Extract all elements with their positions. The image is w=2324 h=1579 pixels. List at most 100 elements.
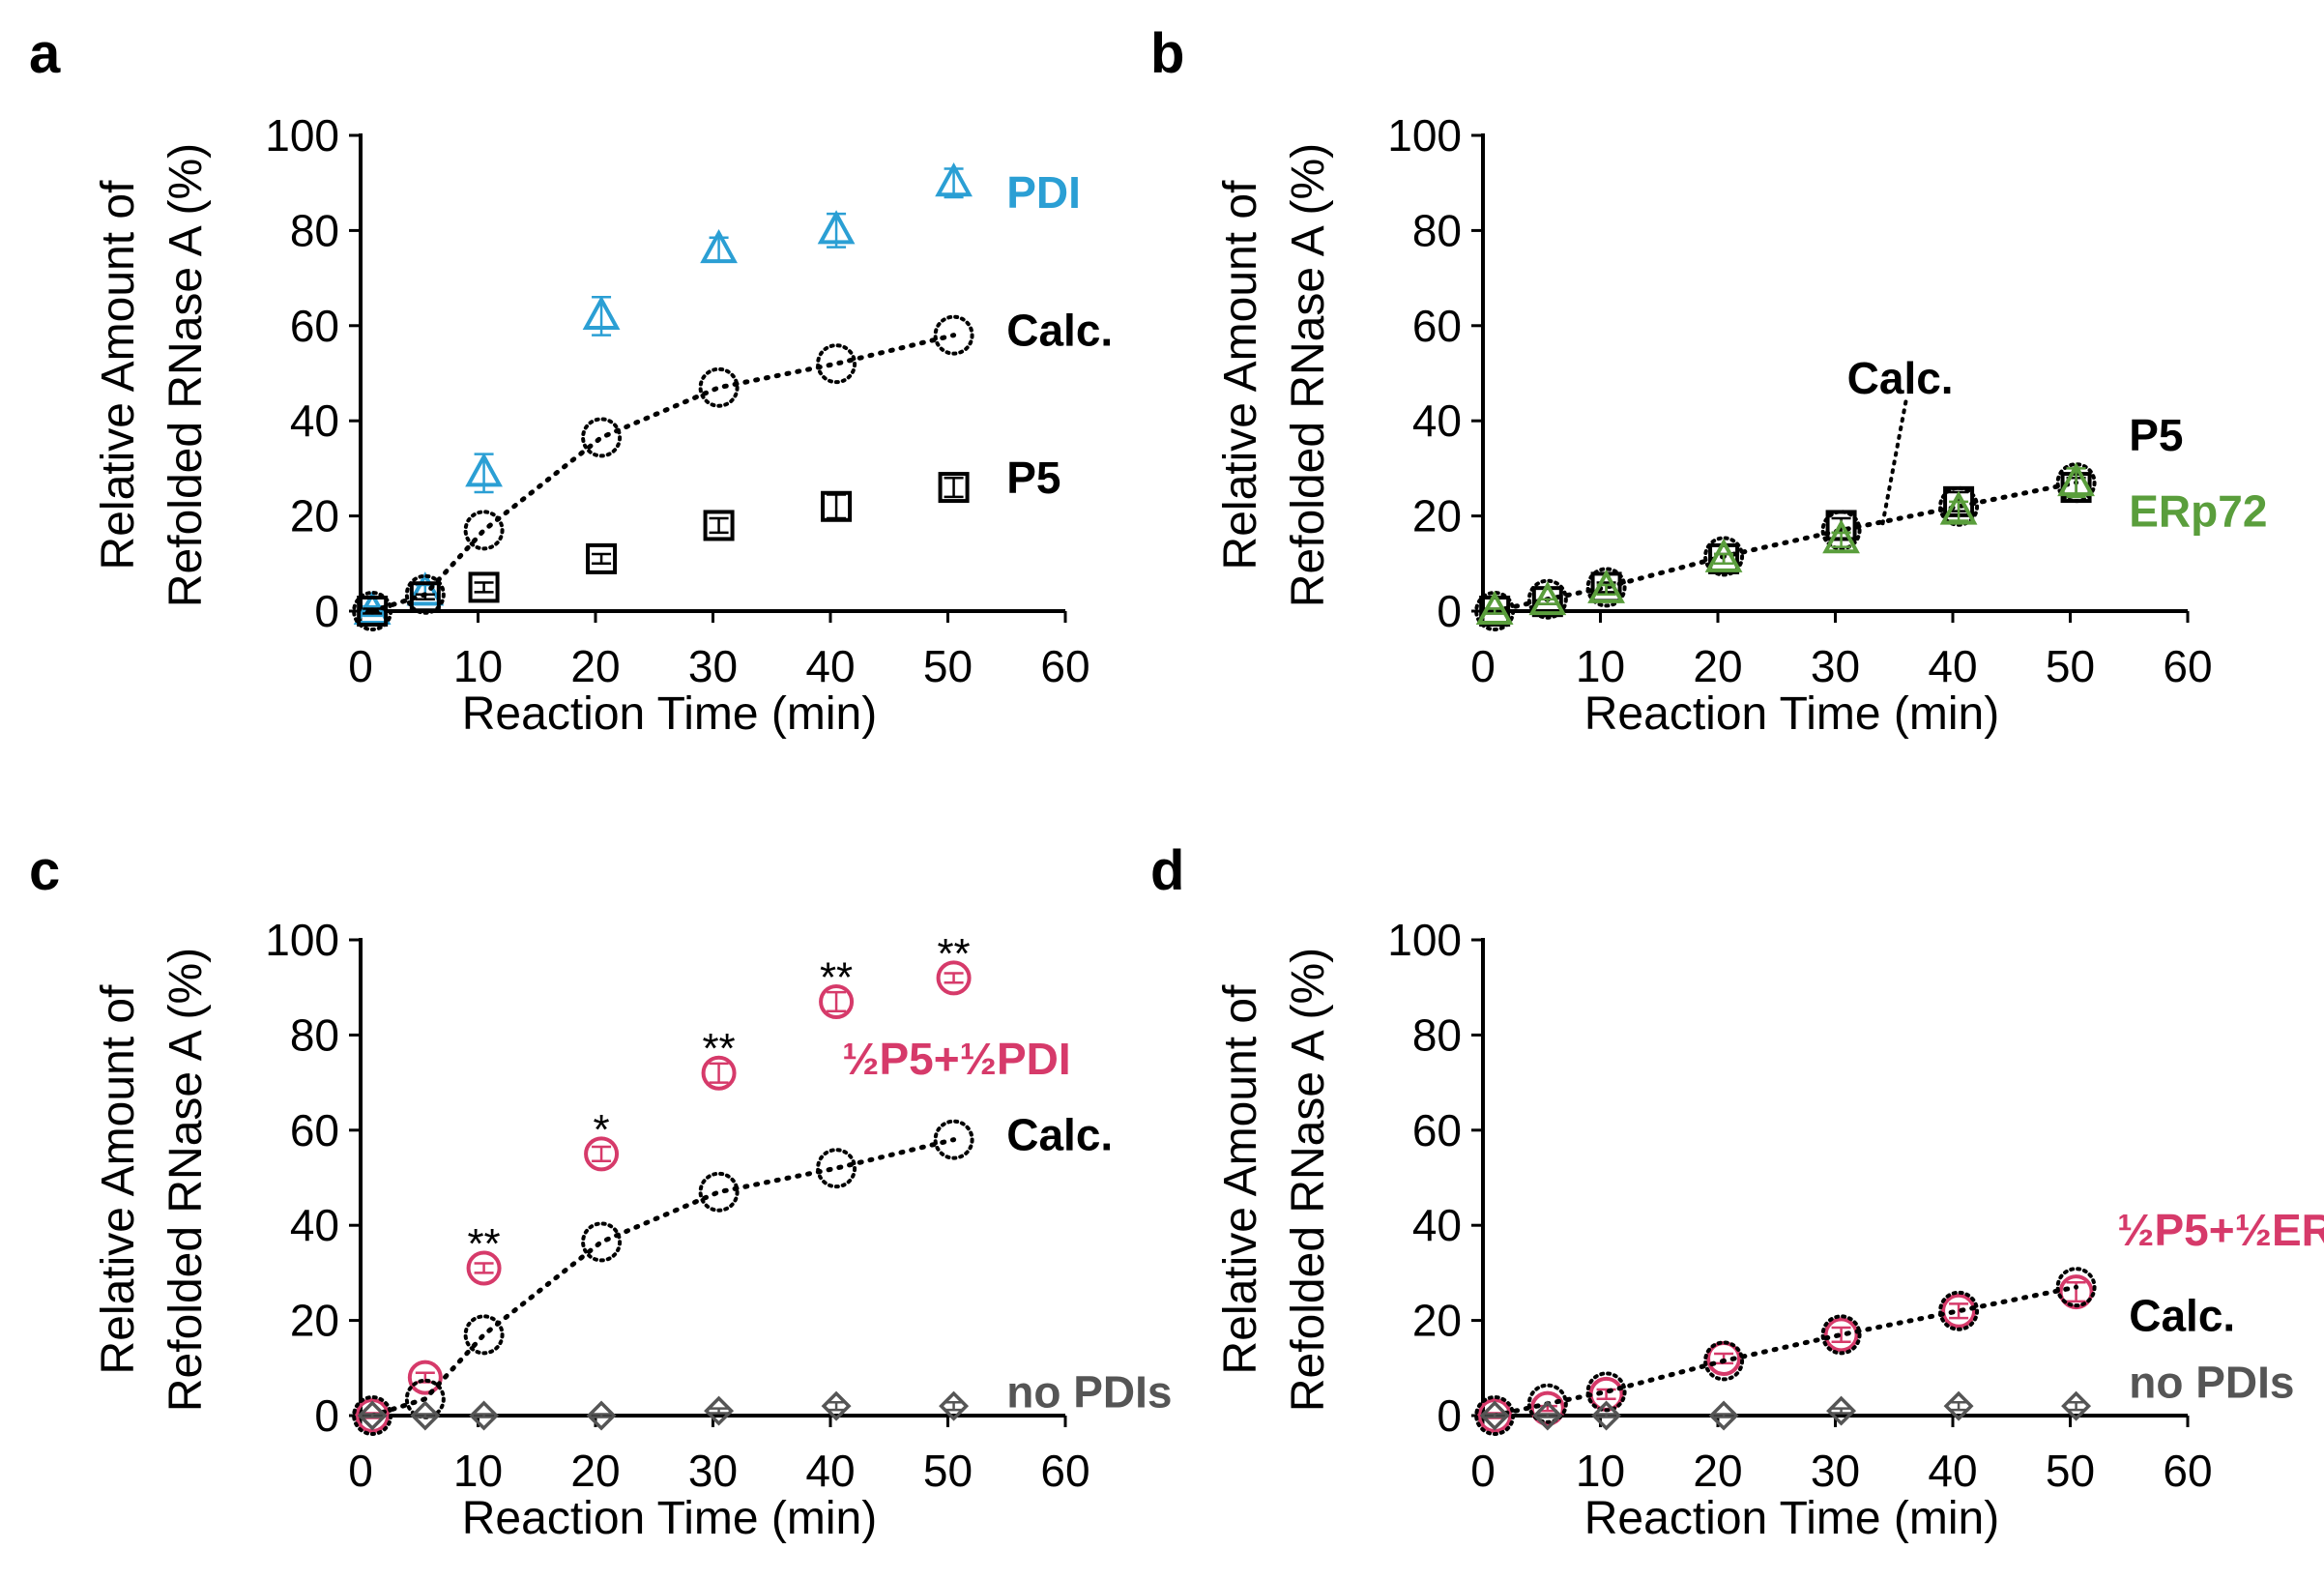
data-point-circle: [819, 983, 855, 1019]
data-point-square: [586, 542, 618, 574]
x-tick-label: 30: [1811, 641, 1860, 691]
x-tick-label: 50: [923, 1446, 973, 1496]
series-label: PDI: [1006, 167, 1081, 218]
data-point-calc: [1585, 1371, 1627, 1413]
data-point-diamond: [586, 1400, 617, 1431]
x-axis-title: Reaction Time (min): [462, 688, 877, 740]
data-point-diamond: [1591, 1400, 1622, 1431]
series-label: Calc.: [1006, 306, 1113, 356]
x-tick-label: 40: [1928, 641, 1977, 691]
x-tick-label: 20: [1693, 1446, 1742, 1496]
panel-letter: c: [29, 839, 60, 902]
data-point-triangle: [406, 571, 445, 606]
x-tick-label: 10: [453, 1446, 503, 1496]
y-axis-title-line2: Refolded RNase A (%): [160, 948, 212, 1412]
data-point-triangle: [1475, 590, 1514, 625]
data-point-calc: [1585, 567, 1627, 608]
x-tick-label: 10: [1576, 1446, 1625, 1496]
data-point-circle: [584, 1136, 620, 1172]
data-point-diamond: [1479, 1400, 1510, 1431]
series-label: Calc.: [2129, 1291, 2235, 1341]
panel-b: b 0 20 40 60 80 100 0 10 20 30 40 50 60 Reaction Time …: [1150, 22, 2267, 740]
x-tick-label: 20: [570, 1446, 620, 1496]
x-tick-label: 60: [2163, 641, 2212, 691]
data-point-calc: [352, 1395, 393, 1436]
calc-line: [1492, 480, 2079, 614]
panel-letter: d: [1150, 839, 1184, 902]
x-tick-label: 0: [1470, 1446, 1496, 1496]
data-point-calc: [698, 366, 740, 408]
x-tick-label: 30: [1811, 1446, 1860, 1496]
y-tick-label: 20: [290, 1296, 339, 1346]
y-tick-label: 40: [1412, 1200, 1462, 1250]
series-pdi: PDI: [353, 162, 1081, 625]
data-point-square: [938, 472, 970, 504]
series-p5: P5: [357, 453, 1061, 627]
y-tick-label: 0: [1437, 1390, 1462, 1441]
data-point-calc: [581, 417, 623, 458]
y-tick-label: 20: [290, 491, 339, 541]
data-point-square: [357, 596, 389, 627]
data-point-diamond: [939, 1390, 970, 1421]
series-calc-: Calc.: [1474, 353, 2097, 631]
x-tick-label: 40: [1928, 1446, 1977, 1496]
x-tick-label: 50: [2046, 641, 2095, 691]
series-label: Calc.: [1006, 1110, 1113, 1160]
significance-marker: **: [820, 953, 853, 1001]
series-label: ERp72: [2129, 486, 2267, 537]
data-point-triangle: [935, 162, 973, 197]
series-calc-: Calc.: [1474, 1267, 2235, 1436]
y-tick-label: 40: [1412, 395, 1462, 446]
y-tick-label: 20: [1412, 491, 1462, 541]
data-point-triangle: [2057, 462, 2095, 497]
panel-c: c 0 20 40 60 80 100 0 10 20 30 40 50 60 Reaction Time …: [29, 839, 1173, 1544]
data-point-circle: [1706, 1340, 1742, 1376]
y-tick-label: 100: [1387, 110, 1462, 161]
panel-letter: b: [1150, 22, 1184, 85]
x-tick-label: 20: [570, 641, 620, 691]
x-axis-title: Reaction Time (min): [462, 1493, 877, 1544]
x-tick-label: 60: [2163, 1446, 2212, 1496]
data-point-triangle: [700, 228, 738, 264]
x-tick-label: 40: [805, 1446, 855, 1496]
significance-marker: **: [937, 930, 970, 978]
data-point-circle: [701, 1055, 737, 1091]
calc-line: [1492, 1284, 2079, 1418]
data-point-triangle: [1704, 538, 1743, 572]
y-axis-title-line1: Relative Amount of: [1215, 180, 1266, 570]
data-point-square: [703, 510, 735, 541]
y-axis-title-line1: Relative Amount of: [1215, 984, 1266, 1375]
x-tick-label: 40: [805, 641, 855, 691]
x-axis-title: Reaction Time (min): [1584, 688, 1999, 740]
series-label: Calc.: [1847, 353, 1954, 403]
series-label: P5: [1006, 453, 1060, 503]
calc-line: [369, 333, 957, 614]
y-tick-label: 100: [265, 110, 339, 161]
data-point-diamond: [410, 1400, 441, 1431]
y-tick-label: 80: [290, 205, 339, 255]
data-point-calc: [581, 1221, 623, 1263]
data-point-diamond: [821, 1390, 852, 1421]
y-axis-title-line2: Refolded RNase A (%): [1283, 948, 1334, 1412]
data-point-diamond: [1708, 1400, 1739, 1431]
y-tick-label: 0: [314, 1390, 339, 1441]
x-axis-title: Reaction Time (min): [1584, 1493, 1999, 1544]
data-point-calc: [463, 510, 505, 551]
data-point-diamond: [704, 1395, 735, 1426]
x-tick-label: 50: [923, 641, 973, 691]
x-tick-label: 50: [2046, 1446, 2095, 1496]
data-point-calc: [1938, 1290, 1980, 1331]
significance-marker: **: [702, 1025, 735, 1072]
data-point-calc: [1526, 578, 1568, 620]
data-point-calc: [352, 591, 393, 631]
significance-marker: *: [594, 1106, 610, 1154]
data-point-square: [468, 571, 500, 603]
data-point-calc: [1526, 1383, 1568, 1424]
significance-marker: **: [467, 1220, 500, 1268]
data-point-calc: [698, 1171, 740, 1213]
series-calc-: Calc.: [352, 1110, 1113, 1436]
series-label: ½P5+½PDI: [842, 1034, 1071, 1084]
data-point-triangle: [1822, 519, 1860, 554]
y-tick-label: 20: [1412, 1296, 1462, 1346]
data-point-diamond: [1826, 1395, 1857, 1426]
